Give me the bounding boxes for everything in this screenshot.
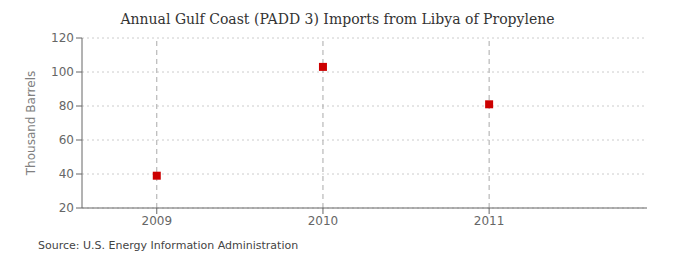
svg-text:2010: 2010 (308, 214, 339, 228)
svg-text:20: 20 (59, 201, 74, 215)
svg-text:2011: 2011 (474, 214, 505, 228)
html-text:Source: U.S. Energy Informatio: Source: U.S. Energy Information Administ… (38, 239, 299, 252)
html-text:Annual Gulf Coast (PADD 3) Imp: Annual Gulf Coast (PADD 3) Imports from … (120, 11, 555, 27)
svg-text:100: 100 (51, 65, 74, 79)
svg-text:120: 120 (51, 31, 74, 45)
svg-text:Thousand Barrels: Thousand Barrels (24, 71, 38, 176)
svg-text:2009: 2009 (142, 214, 173, 228)
svg-text:60: 60 (59, 133, 74, 147)
svg-text:80: 80 (59, 99, 74, 113)
svg-text:40: 40 (59, 167, 74, 181)
